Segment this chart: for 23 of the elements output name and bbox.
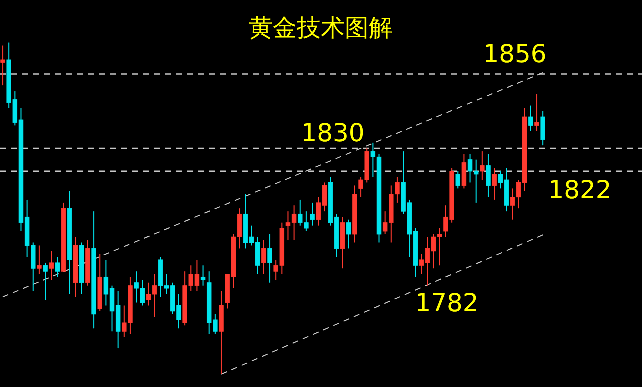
candlestick (462, 154, 467, 190)
candlestick (492, 168, 497, 200)
annotation: 1856 (483, 40, 547, 68)
candlestick (346, 219, 352, 250)
candlestick (540, 110, 546, 146)
chart-title: 黄金技术图解 (249, 14, 393, 42)
candlestick (262, 240, 266, 275)
candlestick (268, 234, 272, 284)
annotation: 1830 (301, 118, 365, 148)
candlestick (37, 245, 42, 275)
annotation: 1782 (415, 288, 479, 318)
candlestick (310, 202, 315, 226)
candlestick (456, 170, 461, 190)
candlestick (534, 94, 540, 132)
candlestick (55, 256, 60, 278)
candlestick (486, 154, 491, 198)
candlestick (528, 105, 534, 132)
text: 1822 (548, 176, 612, 204)
candlestick (49, 250, 54, 281)
candlestick (43, 262, 48, 301)
candlestick (0, 45, 6, 86)
candlestick (200, 265, 206, 286)
candlestick (480, 151, 485, 181)
